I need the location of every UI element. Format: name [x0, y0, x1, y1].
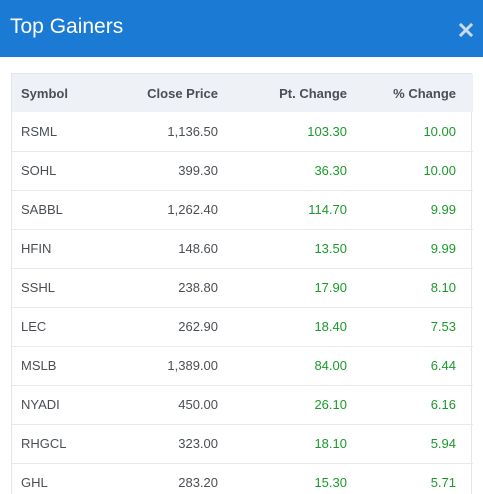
cell-pct-change: 6.16: [430, 397, 456, 412]
cell-close-price: 262.90: [178, 319, 218, 334]
column-header-pct-change[interactable]: % Change: [393, 85, 456, 101]
column-header-symbol[interactable]: Symbol: [21, 85, 68, 101]
cell-pt-change: 36.30: [314, 163, 347, 178]
table-header: Symbol Close Price Pt. Change % Change: [12, 74, 473, 112]
cell-pct-change: 9.99: [430, 241, 456, 256]
header-row: Symbol Close Price Pt. Change % Change: [12, 74, 473, 112]
cell-pct-change: 5.94: [430, 436, 456, 451]
cell-pt-change: 84.00: [314, 358, 347, 373]
cell-close-price: 1,262.40: [167, 202, 218, 217]
cell-pt-change: 15.30: [314, 475, 347, 490]
cell-pt-change: 114.70: [308, 202, 347, 217]
cell-symbol: NYADI: [21, 397, 60, 412]
cell-pct-change: 10.00: [423, 123, 456, 139]
cell-close-price: 148.60: [178, 241, 218, 256]
table-row[interactable]: RSML 1,136.50 103.30 10.00: [12, 112, 473, 151]
cell-symbol: RSML: [21, 123, 58, 139]
table-row[interactable]: SSHL 238.80 17.90 8.10: [12, 268, 473, 307]
cell-close-price: 283.20: [178, 475, 218, 490]
cell-pct-change: 9.99: [430, 202, 456, 217]
cell-close-price: 238.80: [178, 280, 218, 295]
cell-pct-change: 5.71: [430, 475, 456, 490]
cell-symbol: LEC: [21, 319, 47, 334]
dialog-title: Top Gainers: [10, 15, 124, 38]
cell-pt-change: 13.50: [314, 241, 347, 256]
table-row[interactable]: HFIN 148.60 13.50 9.99: [12, 229, 473, 268]
cell-pt-change: 17.90: [314, 280, 347, 295]
table-row[interactable]: MSLB 1,389.00 84.00 6.44: [12, 346, 473, 385]
cell-close-price: 399.30: [178, 163, 218, 178]
table-body: RSML 1,136.50 103.30 10.00 SOHL 399.30 36.30 10…: [12, 112, 473, 494]
cell-close-price: 1,136.50: [167, 123, 218, 139]
cell-close-price: 1,389.00: [167, 358, 218, 373]
column-header-pt-change[interactable]: Pt. Change: [279, 85, 347, 101]
top-gainers-table-container: Symbol Close Price Pt. Change % Change R…: [11, 73, 473, 494]
cell-pct-change: 7.53: [430, 319, 456, 334]
close-button[interactable]: [453, 17, 479, 43]
table-row[interactable]: SOHL 399.30 36.30 10.00: [12, 151, 473, 190]
cell-symbol: SSHL: [21, 280, 55, 295]
cell-close-price: 323.00: [178, 436, 218, 451]
cell-symbol: SOHL: [21, 163, 57, 178]
cell-pt-change: 26.10: [314, 397, 347, 412]
cell-symbol: GHL: [21, 475, 48, 490]
cell-symbol: MSLB: [21, 358, 57, 373]
cell-pct-change: 8.10: [430, 280, 456, 295]
cell-pct-change: 6.44: [430, 358, 456, 373]
table-row[interactable]: NYADI 450.00 26.10 6.16: [12, 385, 473, 424]
table-row[interactable]: SABBL 1,262.40 114.70 9.99: [12, 190, 473, 229]
table-row[interactable]: RHGCL 323.00 18.10 5.94: [12, 424, 473, 463]
cell-pt-change: 103.30: [307, 123, 347, 139]
cell-symbol: SABBL: [21, 202, 63, 217]
cell-pct-change: 10.00: [423, 163, 456, 178]
dialog-header: Top Gainers: [0, 0, 483, 57]
cell-pt-change: 18.10: [314, 436, 347, 451]
table-row[interactable]: GHL 283.20 15.30 5.71: [12, 463, 473, 494]
top-gainers-table: Symbol Close Price Pt. Change % Change R…: [12, 74, 473, 494]
close-icon: [459, 22, 473, 37]
table-row[interactable]: LEC 262.90 18.40 7.53: [12, 307, 473, 346]
cell-symbol: HFIN: [21, 241, 52, 256]
cell-close-price: 450.00: [178, 397, 218, 412]
cell-symbol: RHGCL: [21, 436, 67, 451]
cell-pt-change: 18.40: [314, 319, 347, 334]
column-header-close-price[interactable]: Close Price: [147, 85, 218, 101]
